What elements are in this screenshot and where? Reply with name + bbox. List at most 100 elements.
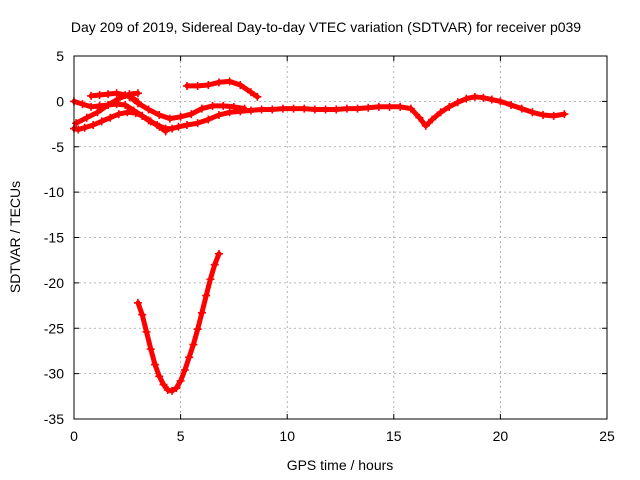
data-point	[415, 113, 424, 122]
data-point	[462, 94, 471, 103]
data-point	[114, 110, 123, 119]
data-point	[257, 105, 266, 114]
y-tick-label: -25	[44, 320, 64, 336]
data-point	[268, 105, 277, 114]
data-point	[146, 345, 155, 354]
data-point	[246, 106, 255, 115]
data-point	[321, 105, 330, 114]
data-point	[114, 94, 123, 103]
data-point	[155, 372, 164, 381]
data-point	[396, 102, 405, 111]
data-point	[240, 104, 249, 113]
data-point	[528, 108, 537, 117]
x-axis-label: GPS time / hours	[287, 457, 394, 473]
data-point	[332, 105, 341, 114]
grid-layer	[74, 56, 607, 419]
data-point	[112, 89, 121, 98]
data-point	[289, 104, 298, 113]
data-point	[123, 108, 132, 117]
data-point	[549, 111, 558, 120]
data-point	[246, 88, 255, 97]
data-point	[193, 325, 202, 334]
data-point	[155, 110, 164, 119]
data-point	[172, 384, 181, 393]
data-point	[310, 105, 319, 114]
data-point	[225, 108, 234, 117]
x-tick-label: 15	[386, 428, 402, 444]
data-point	[144, 105, 153, 114]
x-tick-label: 20	[493, 428, 509, 444]
data-point	[202, 291, 211, 300]
data-point	[428, 115, 437, 124]
data-point	[133, 99, 142, 108]
data-point	[204, 81, 213, 90]
y-tick-label: 0	[56, 93, 64, 109]
data-point	[159, 380, 168, 389]
y-tick-label: -10	[44, 184, 64, 200]
data-point	[106, 113, 115, 122]
data-point	[95, 91, 104, 100]
y-axis-label: SDTVAR / TECUs	[7, 181, 23, 293]
data-point	[496, 97, 505, 106]
data-point	[470, 92, 479, 101]
data-point	[206, 275, 215, 284]
data-point	[104, 90, 113, 99]
data-point	[104, 101, 113, 110]
data-point	[353, 104, 362, 113]
data-point	[182, 120, 191, 129]
series-v-shaped-dip	[133, 249, 223, 395]
data-point	[421, 121, 430, 130]
data-point	[174, 122, 183, 131]
data-point	[163, 385, 172, 394]
series-mid-branch-trace	[125, 92, 249, 123]
data-point	[187, 110, 196, 119]
data-point	[479, 93, 488, 102]
data-point	[193, 81, 202, 90]
data-point	[165, 114, 174, 123]
data-point	[80, 123, 89, 132]
data-point	[385, 102, 394, 111]
data-point	[364, 103, 373, 112]
data-point	[125, 92, 134, 101]
data-point	[185, 353, 194, 362]
data-point	[87, 91, 96, 100]
data-point	[168, 386, 177, 395]
data-point	[453, 98, 462, 107]
data-point	[214, 78, 223, 87]
data-point	[97, 117, 106, 126]
data-point	[517, 104, 526, 113]
data-point	[197, 104, 206, 113]
x-tick-label: 5	[177, 428, 185, 444]
data-point	[146, 117, 155, 126]
data-point	[161, 127, 170, 136]
data-point	[204, 115, 213, 124]
data-point	[168, 124, 177, 133]
data-point	[436, 108, 445, 117]
data-point	[133, 298, 142, 307]
data-point	[138, 310, 147, 319]
data-point	[210, 260, 219, 269]
data-point	[180, 365, 189, 374]
data-point	[208, 101, 217, 110]
data-point	[560, 110, 569, 119]
data-point	[74, 125, 83, 134]
y-tick-label: 5	[56, 48, 64, 64]
data-point	[539, 110, 548, 119]
data-point	[151, 360, 160, 369]
data-point	[121, 101, 130, 110]
plot-frame	[73, 55, 608, 420]
data-point	[197, 308, 206, 317]
data-point	[189, 340, 198, 349]
data-point	[129, 106, 138, 115]
y-tick-label: -20	[44, 275, 64, 291]
x-tick-label: 25	[599, 428, 615, 444]
data-layer	[70, 77, 569, 395]
data-point	[182, 81, 191, 90]
data-point	[253, 92, 262, 101]
chart-title: Day 209 of 2019, Sidereal Day-to-day VTE…	[71, 19, 581, 35]
data-point	[342, 104, 351, 113]
data-point	[374, 102, 383, 111]
data-point	[225, 77, 234, 86]
